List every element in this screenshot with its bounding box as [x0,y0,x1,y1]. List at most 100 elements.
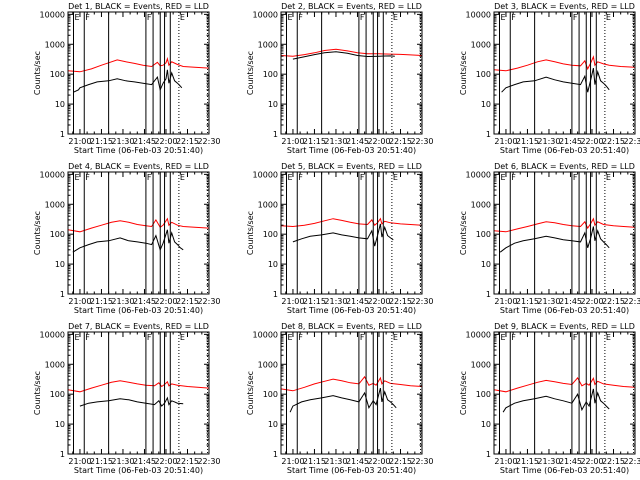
x-axis-label: Start Time (06-Feb-03 20:51:40) [287,466,416,475]
x-tick-label: 22:30 [623,137,640,146]
chart-panel-8: E F F E11010010001000021:0021:1521:3021:452… [246,322,434,475]
chart-title: Det 6, BLACK = Events, RED = LLD [494,162,635,171]
y-tick-label: 1000 [471,40,491,49]
y-tick-label: 1 [486,130,491,139]
y-axis-label: Counts/sec [459,51,468,95]
x-axis-label: Start Time (06-Feb-03 20:51:40) [500,306,629,315]
x-tick-label: 22:15 [602,137,625,146]
x-tick-label: 22:30 [197,297,220,306]
x-axis-label: Start Time (06-Feb-03 20:51:40) [500,466,629,475]
x-tick-label: 21:00 [68,137,91,146]
events-series-line [289,387,397,413]
y-tick-label: 100 [263,70,278,79]
flag-label: E [606,173,611,182]
x-tick-label: 21:30 [537,297,560,306]
x-tick-label: 22:15 [389,297,412,306]
y-tick-label: 1000 [258,360,278,369]
x-tick-label: 21:00 [281,297,304,306]
chart-panel-7: E F F E11010010001000021:0021:1521:3021:452… [33,322,221,475]
y-tick-label: 1000 [471,360,491,369]
flag-label: F [511,13,516,22]
y-tick-label: 100 [263,390,278,399]
events-series-line [501,67,610,93]
flag-label: E [393,13,398,22]
x-axis-label: Start Time (06-Feb-03 20:51:40) [74,466,203,475]
flag-label: F [85,333,90,342]
y-axis-label: Counts/sec [459,371,468,415]
x-tick-label: 21:30 [111,297,134,306]
x-tick-label: 21:00 [68,457,91,466]
flag-label: F [147,13,152,22]
y-tick-label: 10000 [253,170,278,179]
flag-label: E [287,13,292,22]
y-axis-label: Counts/sec [33,211,42,255]
x-tick-label: 21:00 [281,137,304,146]
x-tick-label: 21:45 [559,137,582,146]
x-tick-label: 21:45 [133,457,156,466]
events-series-line [292,223,394,247]
flag-label: F [573,333,578,342]
y-tick-label: 1000 [45,360,65,369]
y-axis-label: Counts/sec [33,51,42,95]
y-axis-label: Counts/sec [459,211,468,255]
x-tick-label: 21:30 [537,457,560,466]
flag-label: F [511,173,516,182]
plot-frame [67,171,210,295]
x-tick-label: 21:15 [303,297,326,306]
flag-label: F [511,333,516,342]
events-series-line [79,396,184,407]
x-tick-label: 21:00 [494,137,517,146]
chart-title: Det 8, BLACK = Events, RED = LLD [281,322,422,331]
flag-label: E [393,173,398,182]
y-tick-label: 10000 [253,10,278,19]
events-series-line [499,226,610,253]
x-tick-label: 22:00 [580,297,603,306]
y-tick-label: 10 [268,260,278,269]
y-tick-label: 1 [273,290,278,299]
plot-frame [493,171,636,295]
flag-label: F [573,173,578,182]
chart-panel-5: E F F E11010010001000021:0021:1521:3021:452… [246,162,434,315]
flag-label: E [606,333,611,342]
y-tick-label: 1000 [45,40,65,49]
flag-label: F [298,333,303,342]
y-tick-label: 10 [55,260,65,269]
x-tick-label: 21:15 [516,137,539,146]
x-tick-label: 22:00 [367,137,390,146]
y-tick-label: 100 [476,230,491,239]
y-tick-label: 10000 [253,330,278,339]
lld-series-line [493,217,636,233]
chart-title: Det 3, BLACK = Events, RED = LLD [494,2,635,11]
events-series-line [502,388,610,413]
flag-label: E [606,13,611,22]
y-tick-label: 10 [481,420,491,429]
x-tick-label: 22:15 [176,137,199,146]
flag-label: F [85,173,90,182]
y-tick-label: 10 [55,420,65,429]
lld-series-line [280,217,423,228]
flag-label: E [180,333,185,342]
y-tick-label: 1 [486,290,491,299]
x-tick-label: 22:15 [176,457,199,466]
x-tick-label: 22:30 [623,297,640,306]
chart-panel-1: E F F E11010010001000021:0021:1521:3021:452… [33,2,221,155]
x-axis-label: Start Time (06-Feb-03 20:51:40) [74,306,203,315]
events-series-line [292,51,395,60]
x-axis-label: Start Time (06-Feb-03 20:51:40) [74,146,203,155]
x-tick-label: 21:15 [90,297,113,306]
y-tick-label: 10 [268,100,278,109]
lld-series-line [67,217,210,233]
x-tick-label: 21:45 [346,457,369,466]
x-axis-label: Start Time (06-Feb-03 20:51:40) [287,146,416,155]
y-axis-label: Counts/sec [246,371,255,415]
y-tick-label: 10000 [466,330,491,339]
x-tick-label: 21:00 [281,457,304,466]
x-tick-label: 22:00 [154,297,177,306]
plot-frame [493,331,636,455]
x-tick-label: 22:30 [410,137,433,146]
x-tick-label: 22:00 [367,457,390,466]
x-tick-label: 21:30 [111,457,134,466]
x-tick-label: 21:15 [303,137,326,146]
chart-title: Det 5, BLACK = Events, RED = LLD [281,162,422,171]
